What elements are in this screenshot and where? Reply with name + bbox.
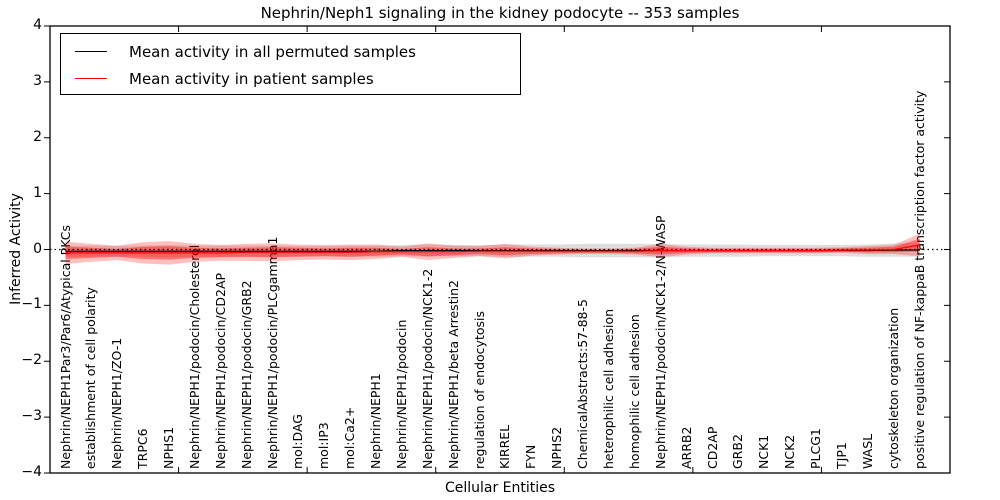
y-tick-label: −1 bbox=[21, 296, 42, 313]
chart-title: Nephrin/Neph1 signaling in the kidney po… bbox=[260, 4, 740, 22]
x-category-label: CD2AP bbox=[704, 426, 720, 469]
x-category-label: Nephrin/NEPH1/podocin/GRB2 bbox=[238, 280, 254, 469]
x-category-label: TRPC6 bbox=[135, 428, 151, 469]
y-tick-label: 1 bbox=[33, 184, 42, 201]
x-category-label: TJP1 bbox=[833, 442, 849, 469]
x-category-label: NPHS2 bbox=[549, 426, 565, 469]
x-category-label: homophilic cell adhesion bbox=[626, 314, 642, 469]
x-category-label: Nephrin/NEPH1/podocin/NCK1-2/N-WASP bbox=[652, 215, 668, 469]
y-tick-label: −4 bbox=[21, 464, 42, 480]
x-category-label: mol:Ca2+ bbox=[342, 406, 358, 469]
y-tick-label: −2 bbox=[21, 352, 42, 369]
x-category-label: Nephrin/NEPH1/podocin/Cholesterol bbox=[186, 244, 202, 469]
legend-item-permuted: Mean activity in all permuted samples bbox=[75, 38, 520, 65]
x-category-label: establishment of cell polarity bbox=[83, 287, 99, 469]
y-tick-label: 0 bbox=[33, 240, 42, 257]
y-tick-label: 2 bbox=[33, 128, 42, 145]
x-category-label: WASL bbox=[859, 433, 875, 469]
x-category-label: Nephrin/NEPH1 bbox=[368, 373, 384, 469]
x-category-label: mol:IP3 bbox=[316, 422, 332, 469]
legend: Mean activity in all permuted samples Me… bbox=[60, 33, 521, 95]
y-tick-label: 3 bbox=[33, 72, 42, 89]
legend-line-sample-permuted bbox=[75, 51, 107, 52]
x-category-label: Nephrin/NEPH1/beta Arrestin2 bbox=[445, 280, 461, 469]
x-category-label: heterophilic cell adhesion bbox=[601, 308, 617, 469]
x-axis-label: Cellular Entities bbox=[444, 480, 556, 496]
x-category-label: KIRREL bbox=[497, 424, 513, 469]
x-category-label: ChemicalAbstracts:57-88-5 bbox=[575, 299, 591, 469]
legend-label-permuted: Mean activity in all permuted samples bbox=[129, 42, 416, 61]
x-category-label: Nephrin/NEPH1/ZO-1 bbox=[109, 337, 125, 469]
x-category-label: ARRB2 bbox=[678, 426, 694, 469]
x-category-label: FYN bbox=[523, 444, 539, 469]
legend-label-patient: Mean activity in patient samples bbox=[129, 69, 374, 88]
legend-line-sample-patient bbox=[75, 78, 107, 79]
x-category-label: PLCG1 bbox=[808, 428, 824, 469]
y-tick-label: −3 bbox=[21, 408, 42, 425]
legend-item-patient: Mean activity in patient samples bbox=[75, 65, 520, 92]
x-category-label: Nephrin/NEPH1Par3/Par6/Atypical PKCs bbox=[57, 225, 73, 469]
x-category-label: mol:DAG bbox=[290, 414, 306, 469]
x-category-label: NPHS1 bbox=[161, 426, 177, 469]
y-tick-label: 4 bbox=[33, 17, 42, 33]
x-category-label: Nephrin/NEPH1/podocin/PLCgamma1 bbox=[264, 236, 280, 469]
x-category-label: GRB2 bbox=[730, 434, 746, 469]
x-category-label: Nephrin/NEPH1/podocin bbox=[393, 319, 409, 469]
x-category-label: positive regulation of NF-kappaB transcr… bbox=[911, 90, 927, 469]
x-category-label: regulation of endocytosis bbox=[471, 311, 487, 469]
x-category-label: Nephrin/NEPH1/podocin/NCK1-2 bbox=[419, 268, 435, 469]
x-category-label: cytoskeleton organization bbox=[885, 307, 901, 469]
x-category-label: NCK2 bbox=[782, 434, 798, 469]
x-category-label: NCK1 bbox=[756, 434, 772, 469]
x-category-label: Nephrin/NEPH1/podocin/CD2AP bbox=[212, 272, 228, 469]
